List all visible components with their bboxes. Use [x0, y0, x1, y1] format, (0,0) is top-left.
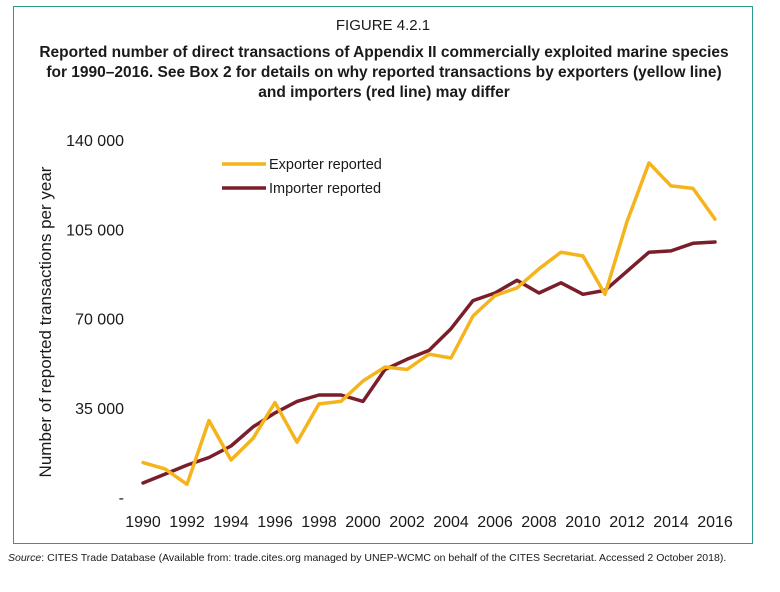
- source-note: Source: CITES Trade Database (Available …: [8, 551, 772, 566]
- x-tick-label: 2016: [697, 514, 733, 531]
- figure-title: Reported number of direct transactions o…: [39, 44, 729, 101]
- legend-label: Exporter reported: [269, 157, 382, 173]
- line-chart: - 35 000 70 000 105 000 140 000 1990 1992 1994 1…: [36, 133, 733, 531]
- series-line-importer-reported: [141, 240, 717, 485]
- x-tick-label: 2000: [345, 514, 381, 531]
- figure-frame: FIGURE 4.2.1 Reported number of direct t…: [13, 6, 753, 544]
- y-tick-label: 140 000: [66, 133, 124, 150]
- y-tick-label: 105 000: [66, 222, 124, 239]
- x-tick-label: 1994: [213, 514, 249, 531]
- x-tick-label: 2014: [653, 514, 689, 531]
- y-tick-label: -: [119, 490, 124, 507]
- x-tick-label: 1990: [125, 514, 161, 531]
- legend-label: Importer reported: [269, 181, 381, 197]
- y-tick-label: 70 000: [75, 312, 124, 329]
- y-tick-label: 35 000: [75, 401, 124, 418]
- x-tick-label: 1992: [169, 514, 205, 531]
- y-axis-label: Number of reported transactions per year: [36, 166, 55, 477]
- series-line-exporter-reported: [141, 161, 717, 487]
- source-text: : CITES Trade Database (Available from: …: [41, 552, 727, 564]
- x-tick-label: 2006: [477, 514, 513, 531]
- x-tick-label: 1998: [301, 514, 337, 531]
- x-tick-label: 2004: [433, 514, 469, 531]
- x-tick-label: 2002: [389, 514, 425, 531]
- x-tick-label: 2012: [609, 514, 645, 531]
- x-tick-label: 1996: [257, 514, 293, 531]
- x-tick-label: 2010: [565, 514, 601, 531]
- source-label: Source: [8, 552, 42, 564]
- x-tick-label: 2008: [521, 514, 557, 531]
- figure-label: FIGURE 4.2.1: [335, 17, 431, 34]
